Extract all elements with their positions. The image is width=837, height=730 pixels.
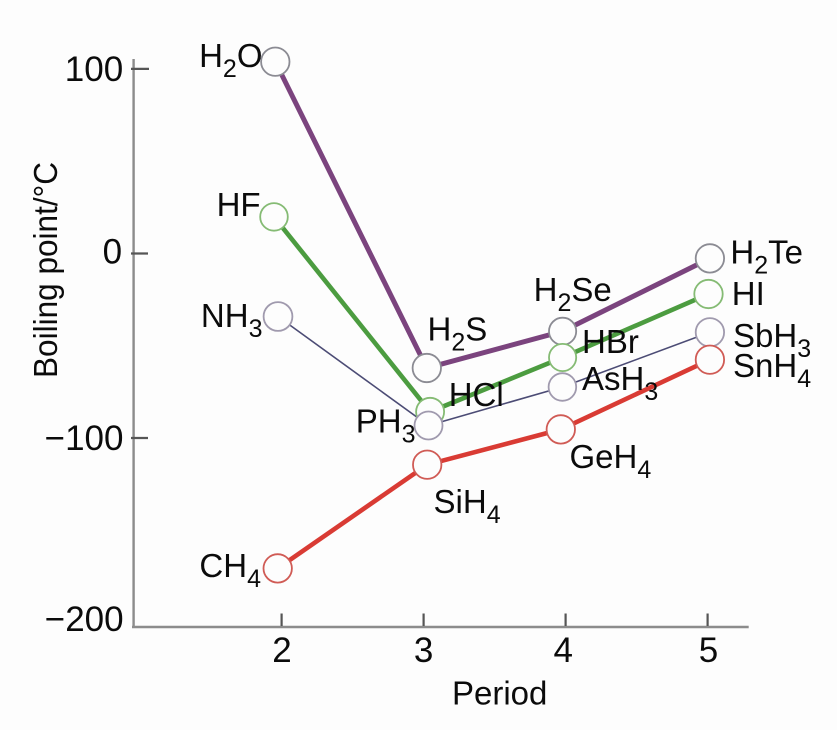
svg-text:3: 3 — [414, 631, 433, 670]
svg-text:2: 2 — [272, 631, 291, 670]
svg-text:HI: HI — [732, 275, 765, 312]
svg-text:Boiling point/°C: Boiling point/°C — [27, 162, 64, 378]
svg-text:HF: HF — [217, 186, 261, 223]
svg-text:−100: −100 — [45, 419, 124, 458]
svg-text:−200: −200 — [45, 600, 124, 639]
svg-text:0: 0 — [103, 232, 122, 271]
svg-text:4: 4 — [553, 631, 572, 670]
svg-text:HBr: HBr — [582, 323, 639, 360]
svg-text:5: 5 — [699, 631, 718, 670]
svg-text:100: 100 — [65, 50, 123, 89]
svg-text:Period: Period — [452, 675, 547, 712]
svg-text:HCl: HCl — [449, 376, 504, 413]
